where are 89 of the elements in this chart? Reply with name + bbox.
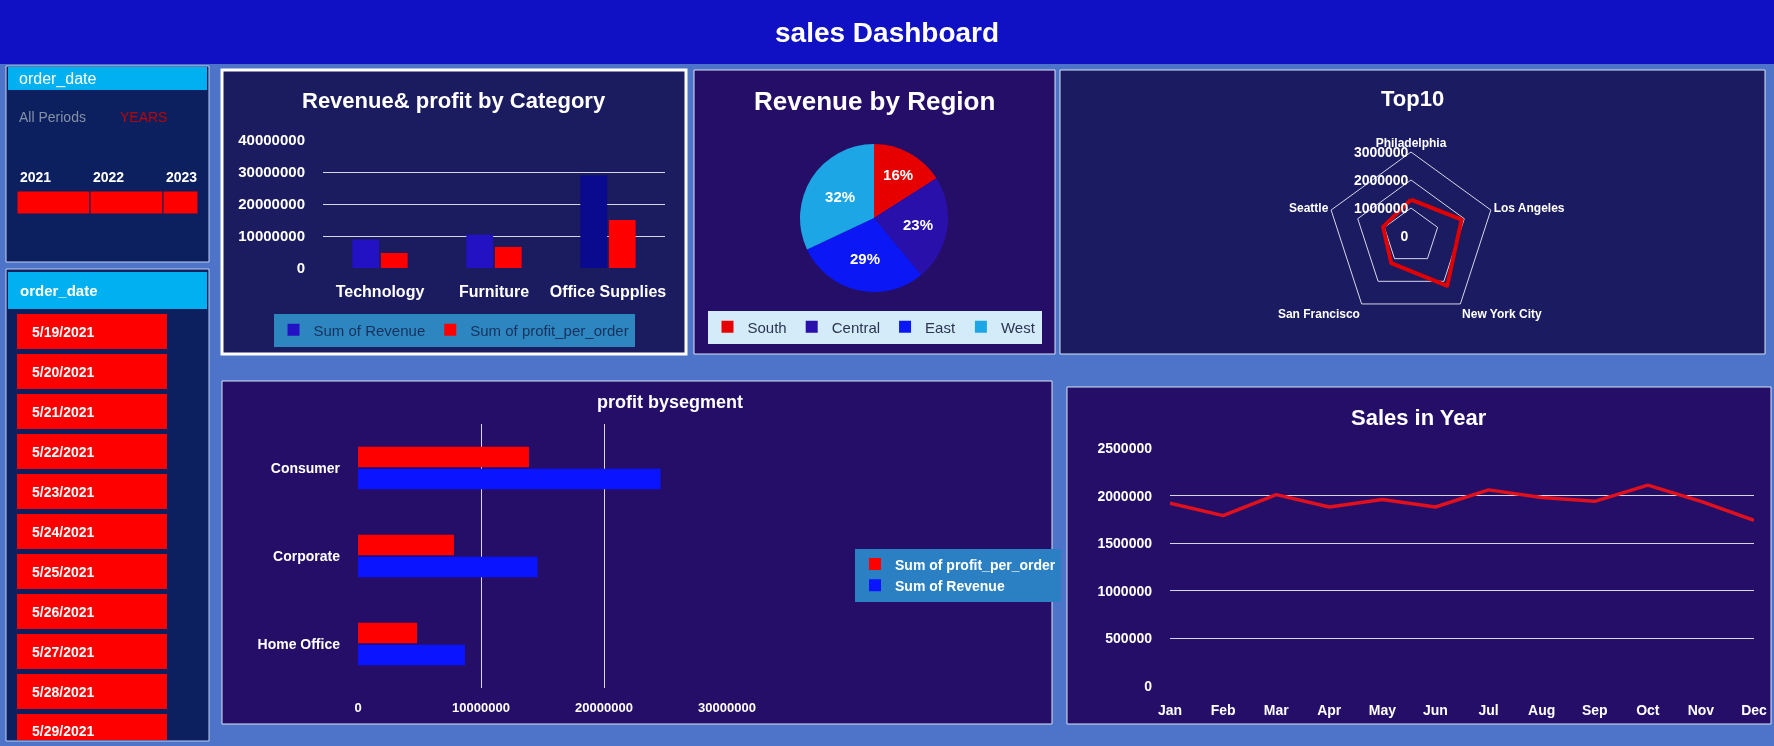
x-tick-label: 10000000 xyxy=(452,700,510,715)
bar xyxy=(358,534,454,556)
category-label: 5/24/2021 xyxy=(32,524,95,540)
spoke-label: New York City xyxy=(1462,307,1542,322)
legend-label: South xyxy=(747,318,787,336)
x-tick-label: Jul xyxy=(1478,702,1499,718)
y-tick-label: Corporate xyxy=(273,547,341,564)
text: YEARS xyxy=(120,109,168,125)
category-label: 5/25/2021 xyxy=(32,564,95,580)
category-label: 5/29/2021 xyxy=(32,723,95,739)
x-tick-label: Jan xyxy=(1157,702,1183,718)
line-series xyxy=(1170,483,1754,523)
y-tick-label: 0 xyxy=(296,259,305,277)
spoke-label: Seattle xyxy=(1288,201,1329,216)
bar xyxy=(352,239,380,268)
legend-label: Sum of profit_per_order xyxy=(470,321,629,339)
x-tick-label: 20000000 xyxy=(575,700,633,715)
y-tick-label: 0 xyxy=(1400,227,1409,244)
x-tick-label: Dec xyxy=(1741,702,1768,718)
x-tick-label: Office Supplies xyxy=(549,283,667,300)
bar xyxy=(380,252,408,268)
y-tick-label: 2000000 xyxy=(1097,487,1153,504)
legend-label: West xyxy=(1000,318,1036,336)
category-label: 5/26/2021 xyxy=(32,604,95,620)
text: order_date xyxy=(20,282,98,299)
x-tick-label: Oct xyxy=(1636,702,1660,718)
chart-title: Revenue by Region xyxy=(754,86,996,116)
data-label: 16% xyxy=(883,165,914,183)
y-tick-label: Consumer xyxy=(270,459,341,476)
chart-title: Revenue& profit by Category xyxy=(302,88,606,113)
y-tick-label: 1000000 xyxy=(1097,582,1153,599)
category-label: 5/20/2021 xyxy=(32,364,95,380)
category-label: 5/19/2021 xyxy=(32,324,95,340)
y-tick-label: 20000000 xyxy=(238,195,305,213)
data-label: 23% xyxy=(902,216,934,234)
bar xyxy=(580,175,608,268)
bar xyxy=(608,220,636,268)
x-tick-label: Jun xyxy=(1423,702,1448,718)
chart-title: profit bysegment xyxy=(597,392,744,412)
legend-label: East xyxy=(925,318,956,336)
legend-label: Sum of Revenue xyxy=(895,577,1005,594)
y-tick-label: 2500000 xyxy=(1097,439,1153,456)
y-tick-label: 0 xyxy=(1144,677,1153,694)
spoke-label: Los Angeles xyxy=(1493,201,1565,216)
category-label: 5/27/2021 xyxy=(32,644,95,660)
text: order_date xyxy=(19,70,97,88)
legend-label: Sum of profit_per_order xyxy=(895,556,1056,573)
chart-title: Top10 xyxy=(1381,86,1445,111)
y-tick-label: Home Office xyxy=(257,635,341,652)
x-tick-label: Furniture xyxy=(458,283,530,300)
y-tick-label: 10000000 xyxy=(238,227,305,245)
bar xyxy=(466,234,494,268)
text: All Periods xyxy=(19,109,86,125)
category-label: 5/21/2021 xyxy=(32,404,95,420)
x-tick-label: Sep xyxy=(1581,702,1608,718)
legend-label: Central xyxy=(831,318,881,336)
bar xyxy=(358,622,418,644)
x-tick-label: Apr xyxy=(1317,702,1342,718)
category-label: 5/23/2021 xyxy=(32,484,95,500)
category-label: 2023 xyxy=(166,169,198,185)
x-tick-label: May xyxy=(1368,702,1397,718)
x-tick-label: Feb xyxy=(1210,702,1236,718)
spoke-label: San Francisco xyxy=(1277,307,1360,322)
y-tick-label: 1500000 xyxy=(1097,535,1153,552)
category-label: 5/28/2021 xyxy=(32,684,95,700)
x-tick-label: 30000000 xyxy=(698,700,756,715)
y-tick-label: 30000000 xyxy=(238,163,305,181)
x-tick-label: 0 xyxy=(354,700,362,715)
bar xyxy=(358,644,466,666)
bar xyxy=(494,246,522,268)
x-tick-label: Mar xyxy=(1263,702,1290,718)
x-tick-label: Nov xyxy=(1687,702,1715,718)
text: sales Dashboard xyxy=(775,17,1000,48)
y-tick-label: 40000000 xyxy=(238,131,305,149)
category-label: 2022 xyxy=(93,169,125,185)
pie-slice xyxy=(800,144,874,250)
y-tick-label: 500000 xyxy=(1105,630,1153,647)
category-label: 2021 xyxy=(20,169,52,185)
bar xyxy=(358,468,661,490)
data-label: 32% xyxy=(825,188,856,205)
data-label: 29% xyxy=(849,249,880,267)
bar xyxy=(358,556,538,578)
x-tick-label: Aug xyxy=(1528,702,1556,718)
category-label: 5/22/2021 xyxy=(32,444,95,460)
chart-title: Sales in Year xyxy=(1351,405,1487,430)
x-tick-label: Technology xyxy=(335,283,425,300)
bar xyxy=(358,446,529,468)
legend-label: Sum of Revenue xyxy=(313,321,426,339)
pie-slice xyxy=(874,144,937,218)
